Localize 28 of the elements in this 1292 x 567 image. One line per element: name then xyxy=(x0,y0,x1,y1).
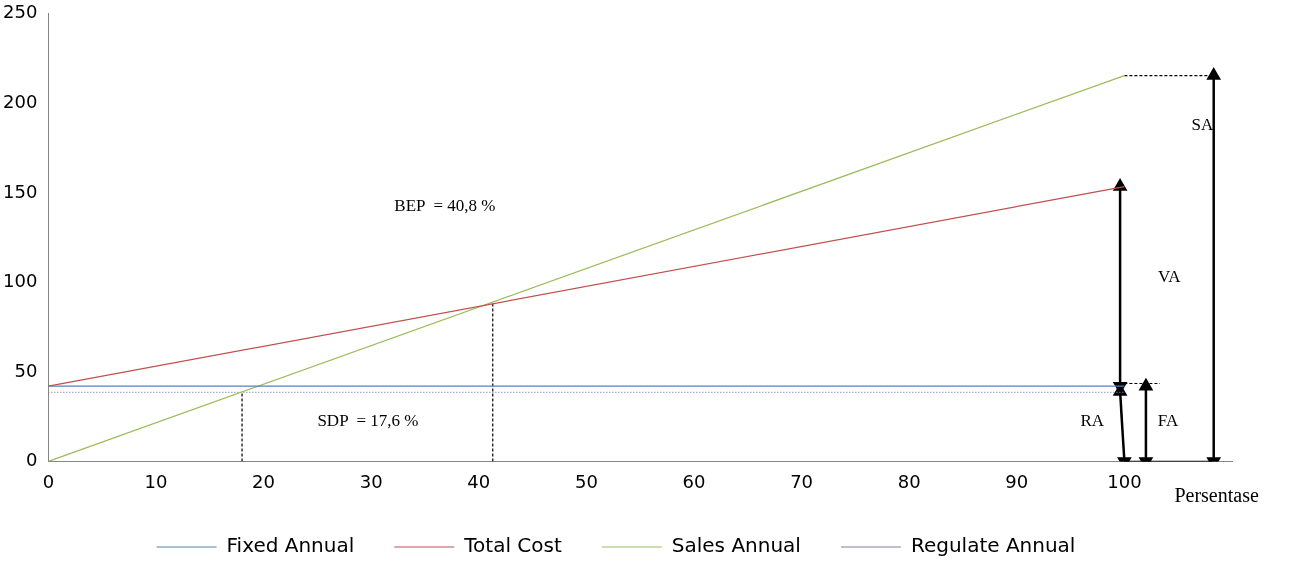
annotation: RA xyxy=(1080,410,1105,430)
y-tick-label: 150 xyxy=(3,180,38,202)
y-tick-label: 250 xyxy=(3,1,38,23)
annotation: BEP = 40,8 % xyxy=(394,195,496,215)
x-tick-label: 50 xyxy=(574,470,598,492)
legend-label: Total Cost xyxy=(463,533,562,558)
x-tick-label: 30 xyxy=(359,470,383,492)
y-tick-label: 0 xyxy=(25,449,38,471)
y-tick-label: 100 xyxy=(3,270,38,292)
annotation: SA xyxy=(1191,115,1214,135)
annotation: VA xyxy=(1158,267,1182,287)
annotation: FA xyxy=(1157,410,1180,430)
x-tick-label: 100 xyxy=(1107,470,1142,492)
x-axis-title: Persentase xyxy=(1174,483,1259,506)
x-tick-label: 70 xyxy=(790,470,814,492)
x-tick-label: 90 xyxy=(1005,470,1029,492)
legend-label: Regulate Annual xyxy=(910,533,1076,558)
x-tick-label: 60 xyxy=(682,470,706,492)
y-tick-label: 50 xyxy=(14,359,38,381)
x-tick-label: 40 xyxy=(467,470,491,492)
x-tick-label: 0 xyxy=(42,470,55,492)
y-tick-label: 200 xyxy=(3,90,38,112)
annotation: SDP = 17,6 % xyxy=(317,410,419,430)
legend-label: Sales Annual xyxy=(671,533,801,558)
x-tick-label: 20 xyxy=(252,470,276,492)
x-tick-label: 10 xyxy=(144,470,168,492)
legend-label: Fixed Annual xyxy=(226,533,355,558)
x-tick-label: 80 xyxy=(897,470,921,492)
